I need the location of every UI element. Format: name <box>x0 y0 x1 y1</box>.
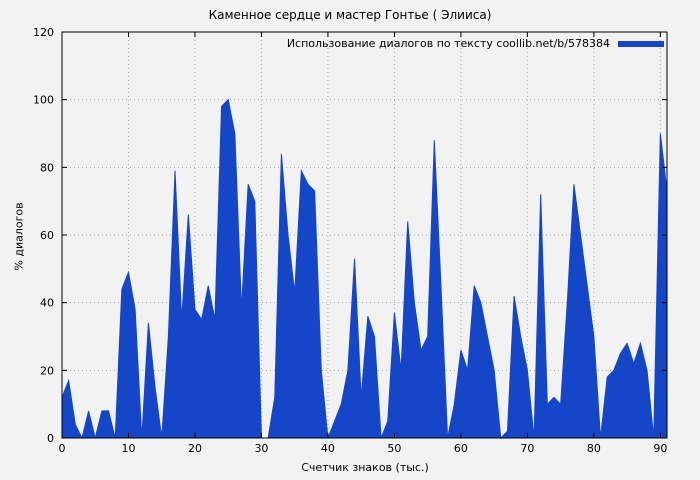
svg-text:100: 100 <box>33 94 54 107</box>
svg-text:20: 20 <box>188 442 202 455</box>
svg-text:40: 40 <box>40 297 54 310</box>
svg-text:80: 80 <box>40 161 54 174</box>
legend: Использование диалогов по тексту coollib… <box>287 37 664 50</box>
legend-swatch-icon <box>618 40 664 47</box>
svg-text:60: 60 <box>40 229 54 242</box>
x-axis-label: Счетчик знаков (тыс.) <box>301 461 429 474</box>
svg-text:0: 0 <box>59 442 66 455</box>
y-axis-label: % диалогов <box>12 202 26 271</box>
legend-label: Использование диалогов по тексту coollib… <box>286 37 610 50</box>
svg-text:60: 60 <box>454 442 468 455</box>
svg-text:120: 120 <box>33 26 54 39</box>
svg-text:70: 70 <box>520 442 534 455</box>
svg-text:10: 10 <box>121 442 135 455</box>
chart-title: Каменное сердце и мастер Гонтье ( Элииса… <box>208 8 492 22</box>
svg-text:80: 80 <box>587 442 601 455</box>
svg-text:20: 20 <box>40 364 54 377</box>
svg-text:90: 90 <box>653 442 667 455</box>
svg-text:0: 0 <box>47 432 54 445</box>
svg-text:30: 30 <box>254 442 268 455</box>
svg-text:40: 40 <box>321 442 335 455</box>
svg-text:50: 50 <box>387 442 401 455</box>
